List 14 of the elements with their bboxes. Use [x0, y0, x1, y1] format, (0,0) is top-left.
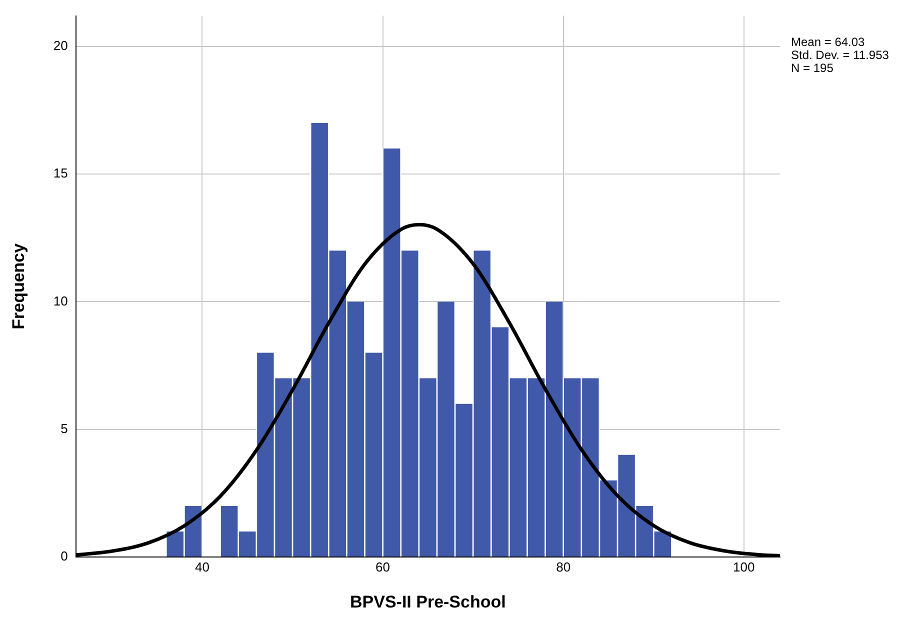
text: Std. Dev. = 11.953 — [791, 48, 889, 62]
y-tick-label: 10 — [53, 293, 68, 308]
y-axis-title: Frequency — [8, 242, 28, 330]
y-tick-label: 20 — [53, 38, 68, 54]
x-axis-title: BPVS-II Pre-School — [350, 592, 506, 612]
x-tick-label: 40 — [195, 559, 210, 574]
y-tick-label: 0 — [60, 548, 68, 564]
x-tick-label: 100 — [733, 559, 755, 574]
y-tick-label: 5 — [60, 420, 68, 436]
x-tick-label: 60 — [376, 559, 390, 574]
x-tick-label: 80 — [556, 559, 571, 574]
y-tick-label: 15 — [53, 166, 68, 181]
text: N = 195 — [791, 61, 834, 75]
text: Mean = 64.03 — [791, 35, 866, 49]
